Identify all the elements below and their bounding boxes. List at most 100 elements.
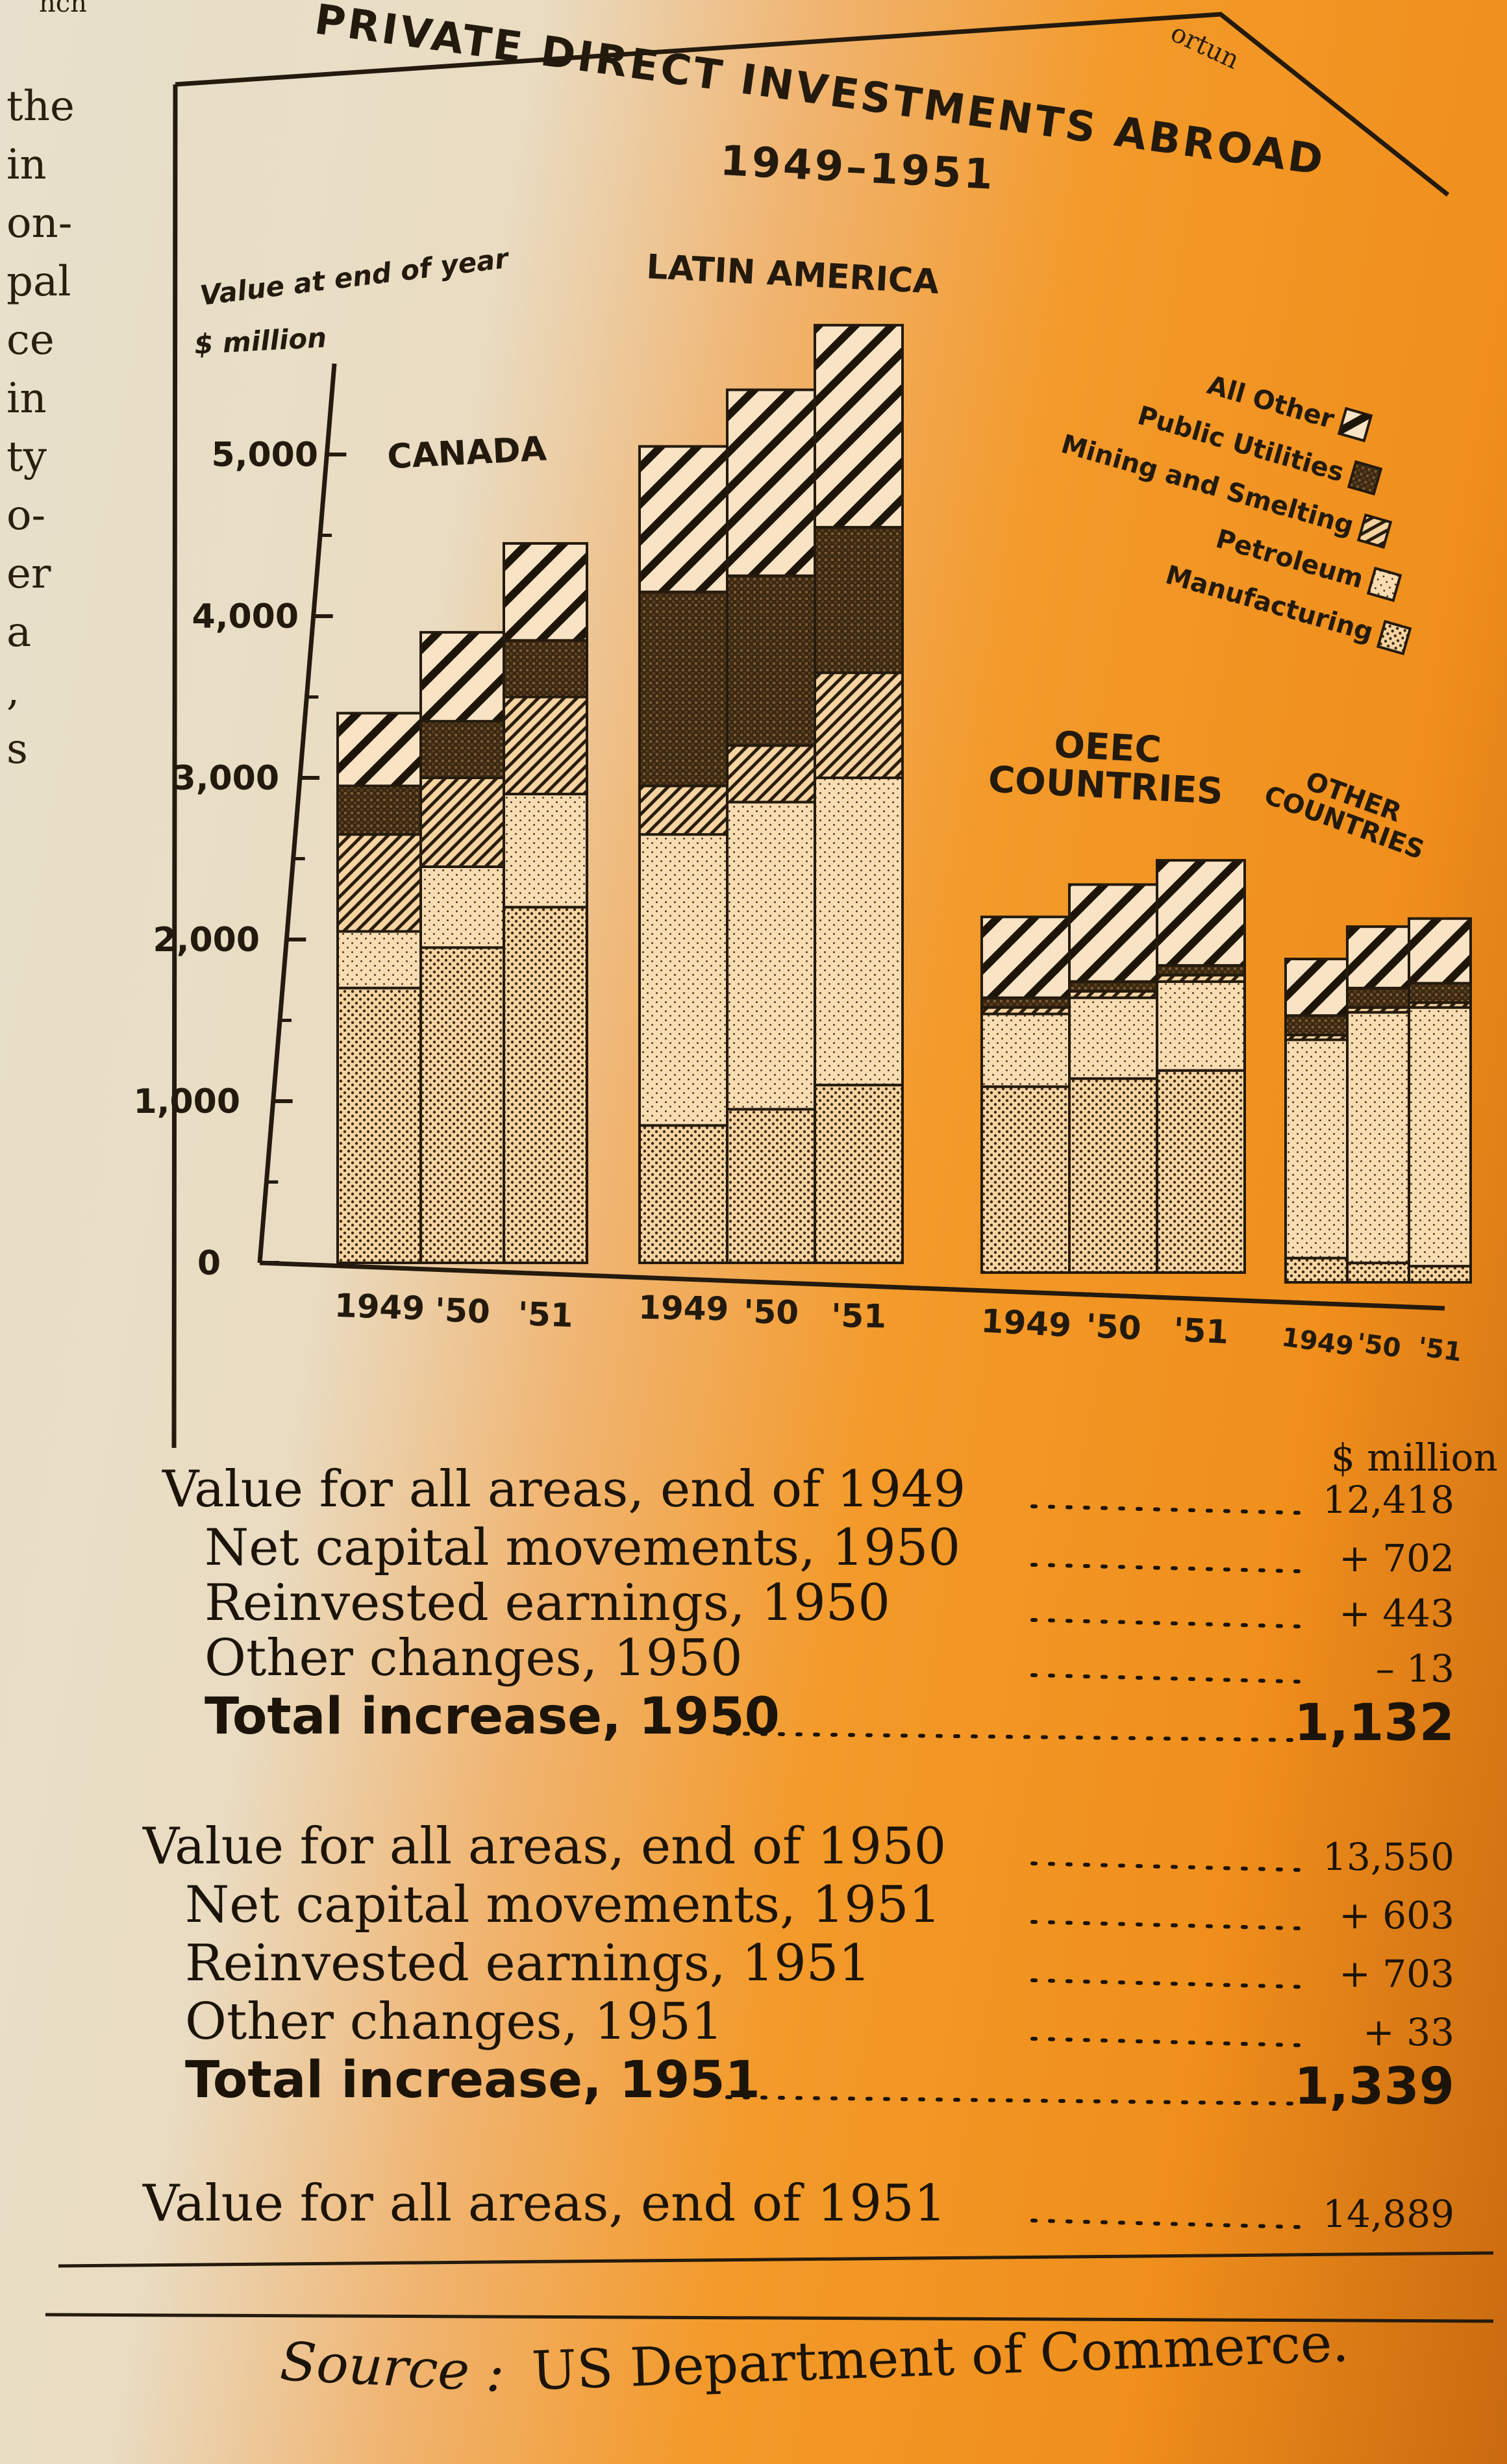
bar-segment-all-other	[1068, 883, 1158, 983]
bar-segment-manufacturing	[980, 1085, 1071, 1275]
stats-row-label: Other changes, 1950	[205, 1629, 743, 1687]
y-axis: 0 1,000 2,000 3,000 4,000 5,000	[134, 363, 1445, 1311]
stats-row: Total increase, 1951 1,339	[185, 2051, 1454, 2116]
bar-segment-public-utilities	[336, 784, 422, 836]
stats-row: Net capital movements, 1950 + 702	[205, 1519, 1454, 1580]
dot-leader	[1030, 1861, 1301, 1872]
margin-text-fragments: the in on-pal ce in ty o-er a, s	[6, 82, 75, 773]
stats-row-label: Value for all areas, end of 1949	[162, 1460, 965, 1519]
bar-segment-mining-and-smelting	[336, 833, 422, 933]
corner-fragment-top-left: nch	[39, 0, 87, 18]
margin-fragment: er	[6, 550, 51, 598]
source-rule-top	[58, 2251, 1494, 2268]
bar-group-canada: 1949'50 '51 CANADA	[334, 430, 588, 1335]
x-tick-label: '51	[1173, 1311, 1230, 1351]
dot-leader	[1030, 2219, 1301, 2229]
x-tick-label: '50	[743, 1293, 799, 1331]
summary-table: $ million Value for all areas, end of 194…	[142, 1436, 1498, 2236]
bar-segment-manufacturing	[503, 906, 588, 1264]
x-tick-label: '51	[831, 1297, 887, 1335]
stats-row: Reinvested earnings, 1950 + 443	[205, 1574, 1454, 1636]
bar-segment-petroleum	[814, 777, 904, 1087]
stats-row-value: 14,889	[1323, 2192, 1454, 2236]
stats-row-value: + 702	[1339, 1536, 1454, 1580]
margin-fragment: the	[6, 82, 75, 131]
bar-segment-manufacturing	[336, 986, 422, 1264]
bar-segment-petroleum	[503, 792, 588, 909]
chart-subtitle: 1949–1951	[719, 137, 997, 199]
y-tick-label: 1,000	[134, 1082, 240, 1121]
margin-fragment: o-	[6, 492, 45, 540]
bar-segment-all-other	[980, 915, 1071, 999]
x-tick-label: '50	[1085, 1307, 1142, 1347]
stats-row-label: Other changes, 1951	[185, 1993, 723, 2051]
bar-segment-mining-and-smelting	[638, 784, 729, 836]
bar-segment-public-utilities	[1408, 982, 1472, 1004]
stats-row: Reinvested earnings, 1951 + 703	[185, 1934, 1454, 1996]
y-axis-label: Value at end of year	[198, 242, 511, 312]
bar-segment-petroleum	[1068, 996, 1158, 1080]
bar-segment-public-utilities	[1068, 980, 1158, 993]
stats-row-value: + 33	[1363, 2010, 1454, 2054]
stats-row-value: + 603	[1339, 1893, 1454, 1937]
stats-row-label: Reinvested earnings, 1950	[205, 1574, 890, 1632]
dot-leader	[1030, 1618, 1301, 1628]
bar-segment-public-utilities	[726, 574, 816, 747]
legend-swatch	[1356, 513, 1393, 549]
group-name: LATIN AMERICA	[645, 247, 940, 302]
stats-row: Other changes, 1950 – 13	[205, 1629, 1454, 1691]
bar-segment-public-utilities	[1346, 986, 1410, 1009]
margin-fragment: ,	[6, 667, 19, 715]
group-name: CANADA	[386, 430, 547, 477]
dot-leader	[1030, 2037, 1301, 2047]
bar-segment-all-other	[419, 630, 505, 723]
margin-fragment: pal	[6, 258, 71, 306]
dot-leader	[1030, 1920, 1301, 1930]
y-tick-label: 5,000	[212, 436, 318, 475]
bar-segment-all-other	[1346, 925, 1410, 989]
bar-segment-all-other	[503, 541, 588, 642]
bar-segment-mining-and-smelting	[419, 777, 505, 868]
stats-row: Total increase, 1950 1,132	[205, 1687, 1454, 1752]
bar-segment-public-utilities	[1156, 964, 1246, 977]
x-tick-label: 1949	[1280, 1323, 1356, 1362]
x-tick-label: 1949	[334, 1287, 425, 1328]
y-tick-label: 3,000	[173, 759, 279, 798]
dot-leader	[725, 2095, 1301, 2106]
bar-segment-public-utilities	[503, 639, 588, 699]
y-axis-line	[257, 363, 337, 1263]
bar-segment-all-other	[814, 323, 904, 529]
bar-segment-manufacturing	[419, 946, 505, 1264]
stats-row-label: Total increase, 1950	[205, 1687, 780, 1746]
stats-unit-label: $ million	[1331, 1436, 1498, 1480]
legend-swatch	[1337, 406, 1373, 443]
bar-segment-all-other	[1156, 859, 1246, 967]
bar-segment-public-utilities	[1284, 1014, 1349, 1037]
bar-segment-public-utilities	[814, 526, 904, 675]
stats-row: Other changes, 1951 + 33	[185, 1993, 1454, 2054]
stats-row-label: Value for all areas, end of 1950	[142, 1817, 946, 1876]
stats-row-value: 1,339	[1294, 2058, 1454, 2116]
bar-segment-public-utilities	[419, 719, 505, 779]
bar-segment-manufacturing	[638, 1124, 729, 1264]
group-name: OTHERCOUNTRIES	[1260, 754, 1438, 865]
bar-segment-all-other	[726, 388, 816, 577]
x-tick-label: 1949	[980, 1302, 1072, 1344]
bar-segment-manufacturing	[726, 1108, 816, 1264]
bar-segment-petroleum	[638, 833, 729, 1127]
bar-segment-petroleum	[1284, 1038, 1349, 1260]
stats-row-value: 13,550	[1323, 1835, 1454, 1879]
stats-row-label: Total increase, 1951	[185, 2051, 760, 2109]
dot-leader	[1030, 1673, 1301, 1684]
stats-row: Value for all areas, end of 1951 14,889	[142, 2174, 1454, 2236]
bar-segment-manufacturing	[1346, 1262, 1410, 1284]
x-tick-label: '50	[434, 1291, 491, 1331]
x-tick-label: '51	[517, 1295, 574, 1335]
margin-fragment: in	[6, 141, 47, 189]
bar-segment-all-other	[1408, 917, 1472, 985]
chart-frame	[171, 12, 1450, 1449]
dot-leader	[1030, 1504, 1301, 1515]
group-name: OEECCOUNTRIES	[988, 721, 1227, 814]
